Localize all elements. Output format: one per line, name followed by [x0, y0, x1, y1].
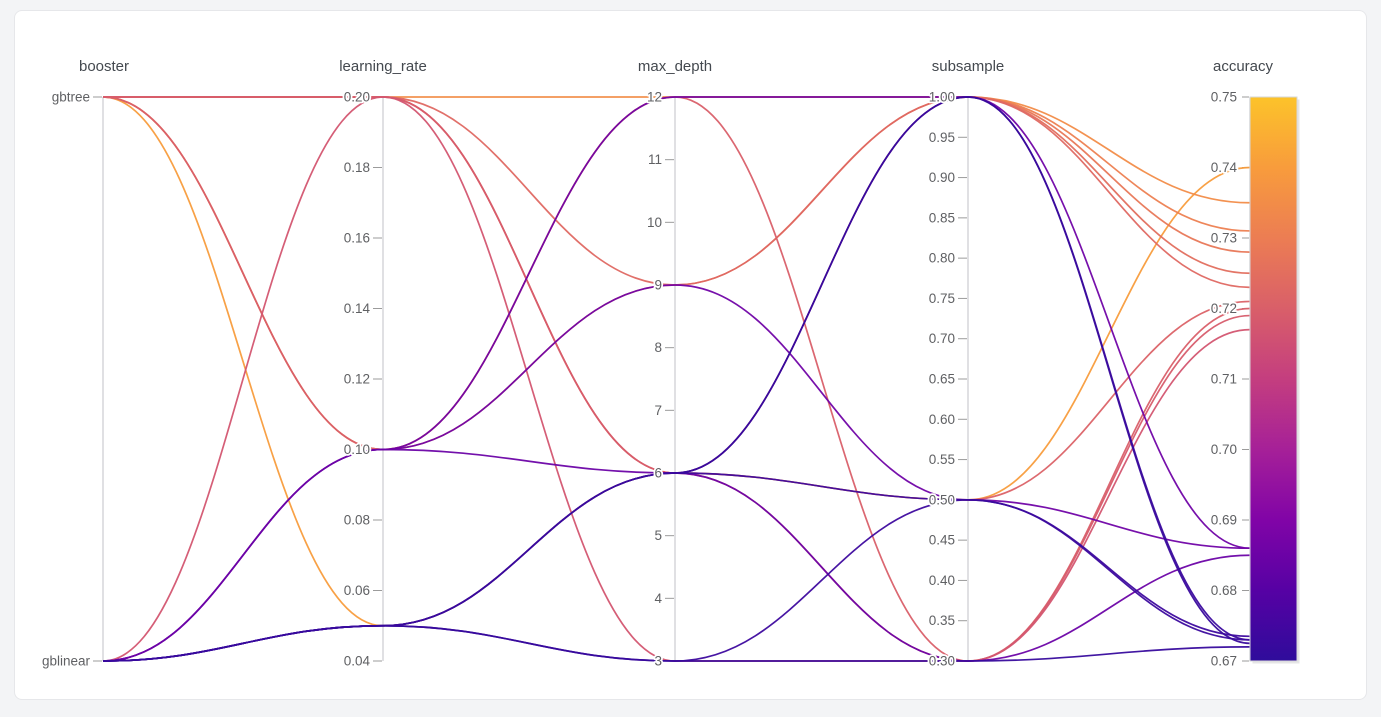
axis-handle-booster[interactable]: booster: [78, 58, 130, 75]
tick-label-accuracy-2: 0.73: [1211, 231, 1237, 246]
tick-label-accuracy-5: 0.70: [1211, 442, 1237, 457]
colorbar: [1249, 96, 1300, 664]
trial-line-9: [102, 96, 1251, 662]
tick-label-accuracy-4: 0.71: [1211, 372, 1237, 387]
trial-line-17: [102, 624, 1251, 662]
tick-label-max_depth-8: 4: [654, 591, 662, 606]
plot-card: [14, 10, 1367, 700]
trial-line-16: [102, 96, 1251, 662]
tick-label-learning_rate-4: 0.12: [344, 372, 370, 387]
tick-label-max_depth-5: 7: [654, 403, 662, 418]
tick-label-booster-0: gbtree: [52, 90, 90, 105]
axis-handle-subsample[interactable]: subsample: [931, 58, 1005, 75]
trial-line-15: [102, 472, 1251, 662]
tick-label-subsample-10: 0.50: [929, 492, 955, 507]
tick-label-accuracy-1: 0.74: [1211, 160, 1238, 175]
tick-label-learning_rate-2: 0.16: [344, 231, 370, 246]
tick-label-booster-1: gblinear: [42, 654, 91, 669]
tick-label-subsample-0: 1.00: [929, 90, 955, 105]
tick-label-subsample-6: 0.70: [929, 331, 955, 346]
tick-label-learning_rate-7: 0.06: [344, 583, 370, 598]
tick-label-max_depth-3: 9: [654, 278, 662, 293]
axis-handle-learning-rate[interactable]: learning_rate: [339, 58, 427, 75]
tick-label-accuracy-3: 0.72: [1211, 301, 1237, 316]
tick-label-max_depth-6: 6: [654, 466, 662, 481]
tick-label-learning_rate-0: 0.20: [344, 90, 370, 105]
tick-label-learning_rate-8: 0.04: [344, 654, 371, 669]
tick-label-subsample-11: 0.45: [929, 533, 955, 548]
trial-line-7: [102, 96, 1251, 662]
tick-label-learning_rate-6: 0.08: [344, 513, 370, 528]
tick-label-max_depth-1: 11: [648, 152, 662, 167]
tick-label-learning_rate-1: 0.18: [344, 160, 370, 175]
tick-label-subsample-14: 0.30: [929, 654, 955, 669]
tick-label-subsample-4: 0.80: [929, 251, 955, 266]
axes: [93, 96, 1251, 662]
tick-label-accuracy-0: 0.75: [1211, 90, 1237, 105]
colorbar-gradient: [1249, 96, 1298, 662]
tick-label-max_depth-0: 12: [647, 90, 662, 105]
tick-label-subsample-13: 0.35: [929, 613, 955, 628]
tick-label-max_depth-7: 5: [654, 528, 662, 543]
tick-label-accuracy-7: 0.68: [1211, 583, 1237, 598]
axis-handle-max-depth[interactable]: max_depth: [637, 58, 713, 75]
tick-label-subsample-12: 0.40: [929, 573, 955, 588]
tick-label-accuracy-6: 0.69: [1211, 513, 1237, 528]
tick-label-subsample-9: 0.55: [929, 452, 955, 467]
tick-label-subsample-1: 0.95: [929, 130, 955, 145]
tick-label-subsample-7: 0.65: [929, 372, 955, 387]
trial-line-14: [102, 96, 1251, 662]
tick-label-max_depth-9: 3: [654, 654, 662, 669]
trial-line-10: [102, 96, 1251, 662]
trial-lines: [102, 96, 1251, 662]
tick-label-learning_rate-5: 0.10: [344, 442, 370, 457]
tick-label-subsample-3: 0.85: [929, 210, 955, 225]
tick-label-subsample-5: 0.75: [929, 291, 955, 306]
tick-label-subsample-8: 0.60: [929, 412, 955, 427]
tick-label-learning_rate-3: 0.14: [344, 301, 371, 316]
tick-label-max_depth-2: 10: [647, 215, 662, 230]
trial-line-8: [102, 96, 1251, 662]
trial-line-0: [102, 96, 1251, 627]
tick-label-subsample-2: 0.90: [929, 170, 955, 185]
axis-handle-accuracy[interactable]: accuracy: [1212, 58, 1274, 75]
tick-label-accuracy-8: 0.67: [1211, 654, 1237, 669]
trial-line-1: [102, 96, 1251, 204]
trial-line-5: [102, 96, 1251, 289]
tick-label-max_depth-4: 8: [654, 340, 662, 355]
tick-labels: gbtree gblinear 0.20 0.18 0.16 0.14 0.12 0.10 0.…: [40, 88, 1239, 671]
